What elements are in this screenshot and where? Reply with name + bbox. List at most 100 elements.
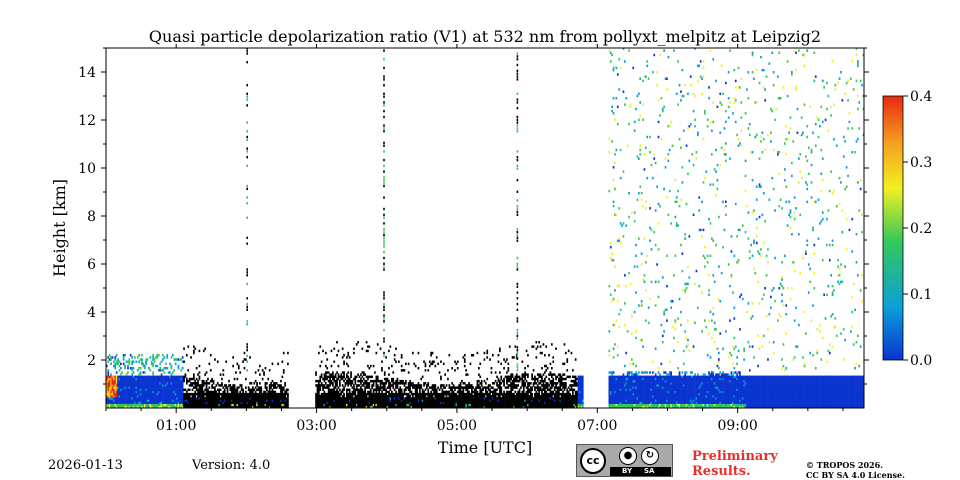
heatmap-cell [207,395,209,398]
heatmap-cell [157,397,160,400]
heatmap-cell [514,403,517,407]
heatmap-cell [514,377,517,381]
heatmap-cell [207,397,209,400]
heatmap-cell [111,377,114,381]
heatmap-cell [527,399,529,402]
heatmap-cell [319,405,322,408]
heatmap-cell [385,401,387,404]
heatmap-cell [367,364,369,368]
heatmap-cell [153,382,156,385]
heatmap-cell [187,401,190,404]
heatmap-cell [212,399,215,402]
heatmap-cell [332,375,334,379]
heatmap-cell [426,401,428,404]
heatmap-cell [574,358,577,361]
heatmap-cell [636,386,639,389]
heatmap-cell [250,401,253,404]
heatmap-cell [138,384,140,387]
heatmap-cell [466,386,469,389]
heatmap-cell [396,403,399,407]
heatmap-cell [628,395,630,398]
heatmap-cell [551,343,553,346]
heatmap-cell [230,397,233,400]
heatmap-cell [497,405,500,408]
heatmap-cell [226,386,229,389]
heatmap-cell [127,399,129,402]
heatmap-cell [622,405,625,408]
heatmap-cell [364,379,366,383]
heatmap-cell [428,405,431,408]
heatmap-cell [628,215,630,219]
heatmap-cell [525,392,528,396]
heatmap-cell [451,403,453,407]
heatmap-cell [329,382,331,385]
heatmap-cell [201,382,204,385]
heatmap-cell [173,358,176,361]
heatmap-cell [124,401,126,404]
heatmap-cell [492,397,494,400]
heatmap-cell [198,386,201,389]
heatmap-cell [615,384,618,387]
heatmap-cell [110,388,112,392]
heatmap-cell [402,405,404,408]
heatmap-cell [560,379,563,383]
heatmap-cell [441,403,444,407]
heatmap-cell [614,397,616,400]
heatmap-cell [646,375,649,379]
heatmap-cell [388,399,390,402]
heatmap-cell [487,405,490,408]
heatmap-cell [114,388,117,392]
heatmap-cell [475,395,477,398]
heatmap-cell [379,403,382,407]
heatmap-cell [511,405,514,408]
heatmap-cell [170,384,173,387]
heatmap-cell [619,148,622,152]
heatmap-cell [487,388,490,392]
heatmap-cell [108,397,111,400]
heatmap-cell [430,362,432,366]
heatmap-cell [176,399,178,402]
heatmap-cell [493,401,496,404]
heatmap-cell [395,384,397,387]
heatmap-cell [551,405,553,408]
heatmap-cell [449,397,452,400]
heatmap-cell [614,375,616,379]
heatmap-cell [609,51,612,55]
heatmap-cell [383,392,386,396]
heatmap-cell [619,395,622,398]
heatmap-cell [152,354,154,357]
heatmap-cell [501,395,504,398]
heatmap-cell [532,384,535,387]
heatmap-cell [379,347,382,350]
heatmap-cell [247,399,250,402]
heatmap-cell [535,377,538,381]
heatmap-cell [157,384,160,387]
heatmap-cell [362,405,365,408]
heatmap-cell [232,399,234,402]
heatmap-cell [653,153,656,156]
heatmap-cell [483,379,486,383]
heatmap-cell [142,405,145,408]
heatmap-cell [423,384,425,387]
heatmap-cell [574,401,577,404]
heatmap-cell [538,375,540,379]
heatmap-cell [490,399,493,402]
heatmap-cell [174,401,177,404]
heatmap-cell [341,371,344,374]
heatmap-cell [657,99,660,102]
heatmap-cell [250,382,253,385]
heatmap-cell [273,384,275,387]
heatmap-cell [398,403,400,407]
heatmap-cell [559,373,562,376]
heatmap-cell [107,403,110,407]
heatmap-cell [233,386,236,389]
heatmap-cell [174,397,177,400]
heatmap-cell [619,379,622,383]
heatmap-cell [636,375,639,379]
heatmap-cell [176,403,178,407]
heatmap-cell [507,369,510,372]
heatmap-cell [188,397,191,400]
heatmap-cell [281,395,284,398]
heatmap-cell [455,395,458,398]
heatmap-cell [118,401,121,404]
